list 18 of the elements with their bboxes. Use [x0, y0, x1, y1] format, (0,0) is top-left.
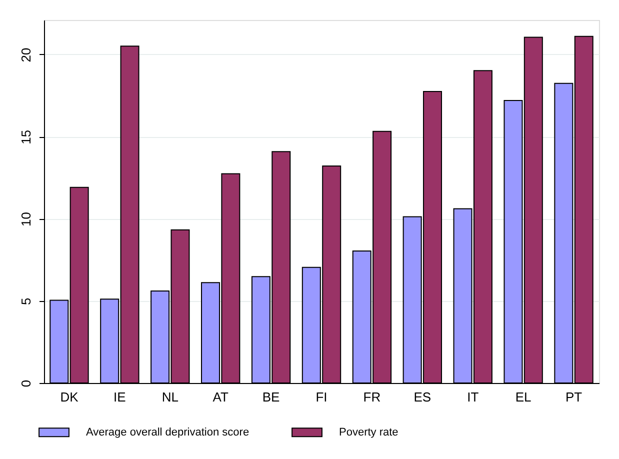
y-tick-label: 10	[18, 212, 34, 226]
x-tick-label: IE	[114, 390, 126, 404]
y-tick-label: 0	[18, 380, 34, 388]
x-tick-label: ES	[414, 390, 432, 404]
x-tick-label: BE	[262, 390, 280, 404]
x-tick-label: EL	[515, 390, 532, 404]
legend-label: Poverty rate	[339, 426, 398, 438]
x-tick-label: IT	[467, 390, 479, 404]
y-tick-label: 15	[18, 130, 34, 144]
x-tick-label: AT	[212, 390, 228, 404]
x-tick-label: NL	[162, 390, 178, 404]
x-tick-label: PT	[565, 390, 582, 404]
legend-label: Average overall deprivation score	[86, 426, 250, 438]
x-tick-label: FR	[363, 390, 381, 404]
x-tick-label: DK	[60, 390, 79, 404]
y-tick-label: 20	[18, 48, 34, 62]
y-tick-label: 5	[18, 298, 34, 305]
x-tick-label: FI	[316, 390, 328, 404]
